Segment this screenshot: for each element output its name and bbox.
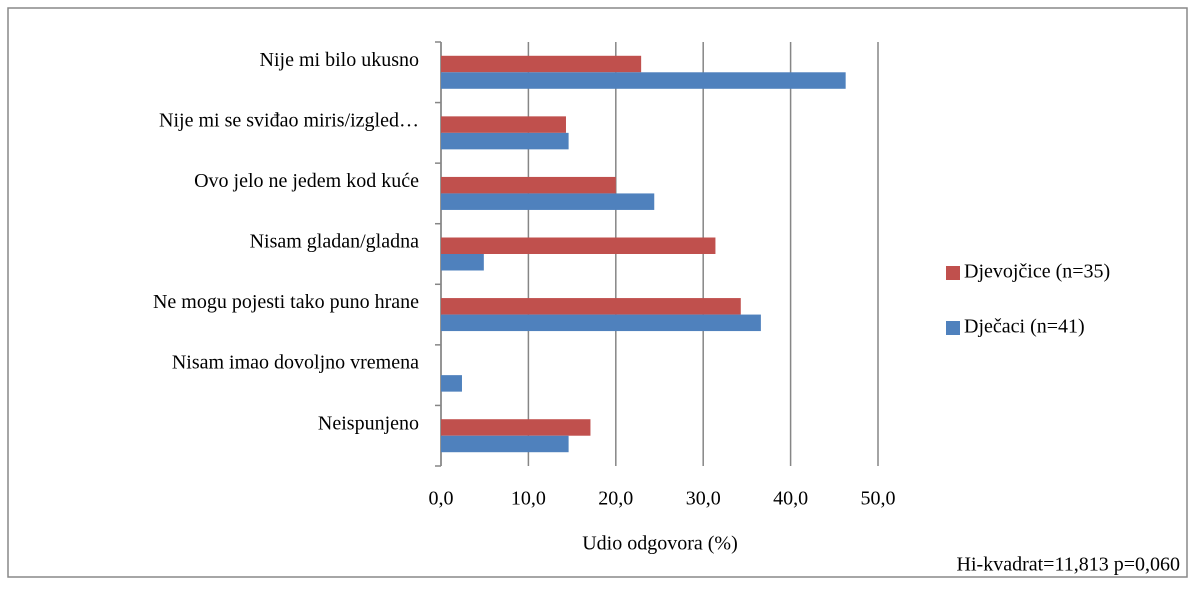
y-tick-label: Nisam imao dovoljno vremena	[172, 352, 419, 374]
bar	[441, 254, 484, 271]
legend-label: Djevojčice (n=35)	[964, 261, 1110, 283]
annotation: Hi-kvadrat=11,813 p=0,060	[957, 554, 1180, 576]
y-tick-label: Ovo jelo ne jedem kod kuće	[194, 170, 419, 192]
bar	[441, 237, 716, 254]
legend-swatch	[946, 321, 960, 335]
x-tick-label: 10,0	[511, 488, 546, 510]
legend-swatch	[946, 266, 960, 280]
y-tick-label: Nije mi bilo ukusno	[260, 49, 419, 71]
x-tick-label: 30,0	[686, 488, 721, 510]
x-tick-label: 20,0	[598, 488, 633, 510]
x-axis-label: Udio odgovora (%)	[582, 533, 738, 555]
bar	[441, 298, 741, 315]
x-tick-label: 50,0	[861, 488, 896, 510]
y-tick-label: Ne mogu pojesti tako puno hrane	[153, 291, 419, 313]
x-tick-label: 40,0	[773, 488, 808, 510]
bar	[441, 314, 761, 332]
x-tick-label: 0,0	[429, 488, 454, 510]
y-tick-label: Neispunjeno	[318, 412, 419, 434]
bar	[441, 55, 642, 73]
bar	[441, 116, 566, 133]
bar	[441, 435, 569, 453]
bar	[441, 176, 616, 194]
legend-label: Dječaci (n=41)	[964, 316, 1085, 338]
bar	[441, 72, 846, 89]
bar	[441, 132, 569, 150]
bar	[441, 375, 462, 392]
chart-frame	[7, 7, 1188, 578]
y-tick-label: Nisam gladan/gladna	[250, 231, 420, 253]
bar	[441, 419, 591, 436]
y-tick-label: Nije mi se sviđao miris/izgled…	[159, 109, 419, 131]
bar	[441, 193, 655, 210]
